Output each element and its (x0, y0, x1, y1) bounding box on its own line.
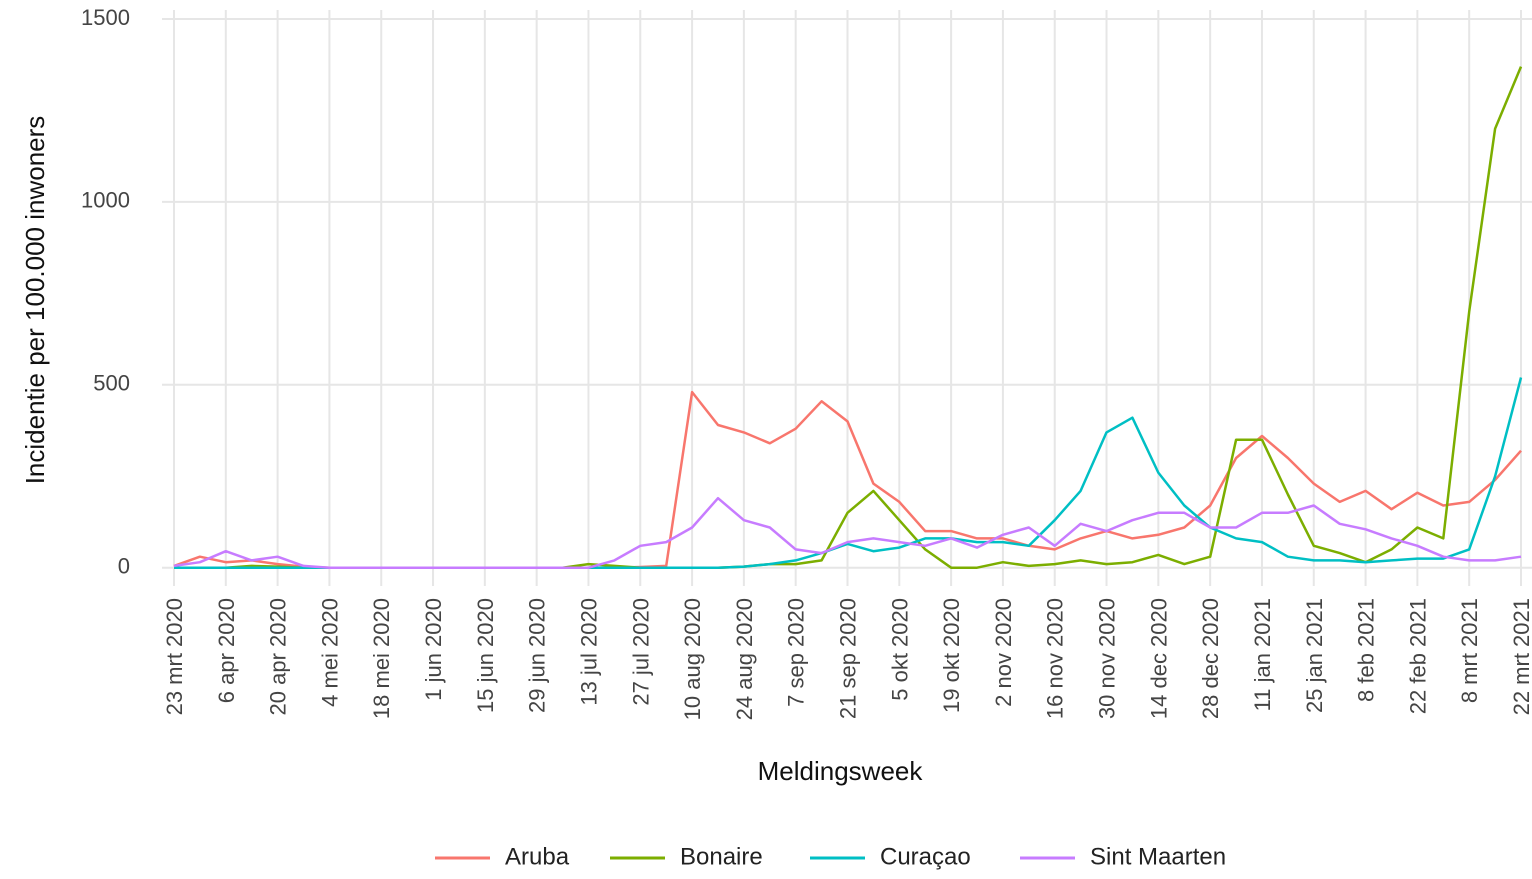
legend-label: Curaçao (880, 843, 971, 870)
y-tick-label: 1000 (81, 188, 130, 213)
x-tick-label: 25 jan 2021 (1302, 598, 1327, 713)
legend-label: Aruba (505, 843, 570, 870)
x-tick-label: 24 aug 2020 (732, 598, 757, 720)
x-tick-label: 21 sep 2020 (836, 598, 861, 719)
y-tick-label: 0 (118, 554, 130, 579)
x-tick-label: 20 apr 2020 (266, 598, 291, 715)
x-tick-label: 19 okt 2020 (939, 598, 964, 713)
x-tick-label: 23 mrt 2020 (162, 598, 187, 715)
x-tick-label: 16 nov 2020 (1043, 598, 1068, 719)
x-tick-label: 30 nov 2020 (1095, 598, 1120, 719)
x-tick-label: 5 okt 2020 (887, 598, 912, 701)
x-tick-label: 6 apr 2020 (214, 598, 239, 703)
x-tick-label: 1 jun 2020 (421, 598, 446, 701)
x-tick-label: 15 jun 2020 (473, 598, 498, 713)
x-tick-label: 8 mrt 2021 (1457, 598, 1482, 703)
x-tick-label: 18 mei 2020 (369, 598, 394, 719)
x-axis-label: Meldingsweek (758, 756, 924, 786)
y-axis-label: Incidentie per 100.000 inwoners (20, 116, 50, 485)
series-line (173, 496, 1522, 569)
x-tick-label: 2 nov 2020 (991, 598, 1016, 707)
x-tick-label: 4 mei 2020 (317, 598, 342, 707)
legend-label: Sint Maarten (1090, 843, 1226, 870)
x-tick-label: 29 jun 2020 (525, 598, 550, 713)
x-tick-label: 11 jan 2021 (1250, 598, 1275, 711)
x-tick-label: 22 feb 2021 (1405, 598, 1430, 714)
x-tick-label: 13 jul 2020 (576, 598, 601, 706)
x-tick-label: 27 jul 2020 (628, 598, 653, 706)
legend-label: Bonaire (680, 843, 763, 870)
x-tick-label: 10 aug 2020 (680, 598, 705, 720)
x-tick-label: 22 mrt 2021 (1509, 598, 1532, 715)
x-tick-label: 14 dec 2020 (1146, 598, 1171, 719)
y-tick-label: 1500 (81, 5, 130, 30)
x-tick-label: 8 feb 2021 (1354, 598, 1379, 702)
y-tick-label: 500 (93, 371, 130, 396)
x-tick-label: 28 dec 2020 (1198, 598, 1223, 719)
x-tick-label: 7 sep 2020 (784, 598, 809, 707)
